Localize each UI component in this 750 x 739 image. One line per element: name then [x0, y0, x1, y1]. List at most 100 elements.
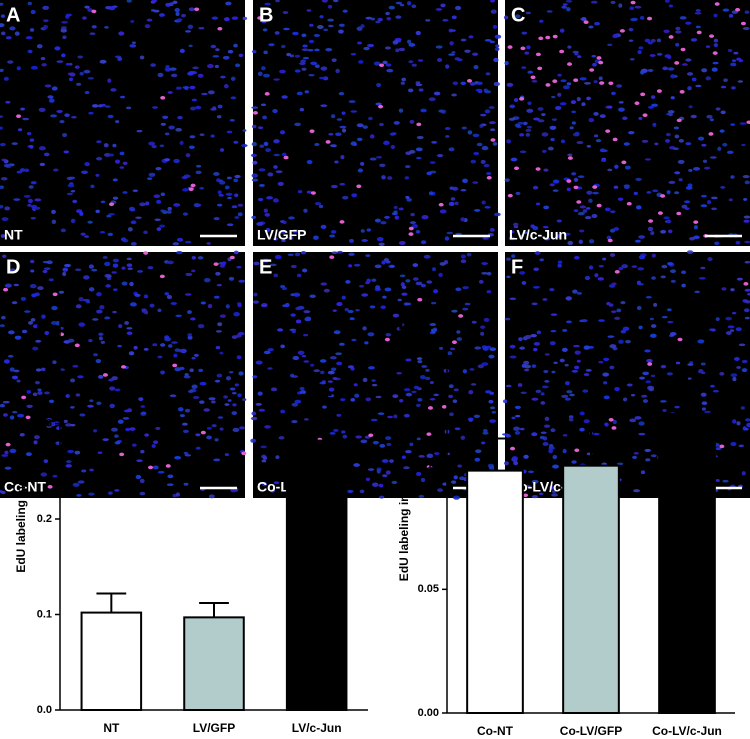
- nucleus: [188, 145, 195, 149]
- nucleus: [539, 258, 544, 262]
- nucleus: [557, 92, 562, 97]
- nucleus: [27, 203, 32, 207]
- edu-nucleus: [607, 238, 613, 243]
- nucleus: [550, 137, 555, 142]
- nucleus: [409, 442, 414, 447]
- nucleus: [725, 316, 732, 321]
- nucleus: [43, 267, 51, 271]
- nucleus: [207, 63, 214, 69]
- edu-nucleus: [567, 62, 573, 66]
- panel-label: NT: [4, 227, 23, 243]
- edu-nucleus: [676, 211, 682, 216]
- nucleus: [184, 408, 191, 413]
- nucleus: [411, 390, 417, 394]
- edu-nucleus: [589, 68, 595, 72]
- nucleus: [273, 153, 280, 157]
- nucleus: [429, 397, 436, 401]
- nucleus: [736, 366, 741, 369]
- nucleus: [349, 317, 355, 321]
- edu-nucleus: [490, 138, 496, 142]
- nucleus: [586, 190, 593, 195]
- edu-nucleus: [630, 0, 636, 5]
- nucleus: [175, 86, 182, 90]
- x-tick-label: Co-LV/c-Jun: [652, 724, 722, 738]
- nucleus: [29, 145, 34, 149]
- edu-nucleus: [696, 30, 702, 35]
- nucleus: [238, 371, 244, 376]
- nucleus: [102, 438, 109, 442]
- nucleus: [352, 142, 357, 147]
- nucleus: [416, 437, 421, 441]
- nucleus: [531, 397, 539, 401]
- nucleus: [170, 302, 178, 305]
- nucleus: [490, 406, 496, 410]
- nucleus: [376, 156, 382, 159]
- nucleus: [60, 28, 67, 33]
- nucleus: [705, 76, 711, 81]
- nucleus: [95, 209, 100, 214]
- nucleus: [30, 181, 37, 185]
- nucleus: [670, 279, 676, 283]
- nucleus: [97, 451, 103, 454]
- nucleus: [651, 103, 659, 107]
- nucleus: [269, 263, 277, 267]
- nucleus: [405, 358, 412, 362]
- nucleus: [251, 178, 259, 182]
- nucleus: [614, 316, 621, 320]
- nucleus: [182, 188, 189, 192]
- nucleus: [530, 333, 537, 338]
- nucleus: [160, 122, 167, 126]
- micrograph: BLV/GFP: [250, 0, 502, 247]
- nucleus: [450, 29, 456, 32]
- nucleus: [72, 482, 80, 487]
- nucleus: [531, 364, 537, 368]
- nucleus: [409, 221, 417, 225]
- nucleus: [540, 431, 547, 435]
- nucleus: [506, 82, 514, 87]
- nucleus: [598, 360, 604, 364]
- nucleus: [264, 425, 271, 429]
- nucleus: [660, 275, 667, 279]
- panel-letter: F: [511, 256, 523, 278]
- nucleus: [140, 449, 145, 454]
- nucleus: [544, 379, 550, 383]
- nucleus: [625, 339, 631, 344]
- nucleus: [390, 144, 396, 150]
- nucleus: [212, 55, 220, 58]
- nucleus: [48, 98, 55, 103]
- nucleus: [378, 242, 385, 247]
- nucleus: [76, 82, 82, 86]
- nucleus: [438, 109, 444, 113]
- nucleus: [182, 429, 189, 433]
- nucleus: [660, 229, 667, 234]
- nucleus: [651, 276, 656, 280]
- nucleus: [236, 334, 242, 338]
- nucleus: [583, 81, 591, 85]
- nucleus: [583, 345, 590, 350]
- nucleus: [593, 80, 598, 84]
- nucleus: [452, 186, 459, 191]
- nucleus: [392, 394, 399, 399]
- nucleus: [539, 492, 544, 496]
- nucleus: [720, 110, 726, 115]
- nucleus: [130, 302, 137, 307]
- nucleus: [151, 144, 157, 149]
- nucleus: [169, 394, 177, 398]
- edu-nucleus: [559, 49, 565, 54]
- nucleus: [217, 190, 222, 195]
- nucleus: [289, 54, 295, 58]
- nucleus: [528, 470, 534, 474]
- nucleus: [681, 283, 686, 288]
- nucleus: [400, 81, 405, 85]
- nucleus: [44, 84, 52, 88]
- nucleus: [628, 39, 634, 42]
- nucleus: [612, 419, 617, 425]
- nucleus: [566, 7, 571, 12]
- nucleus: [651, 253, 656, 258]
- nucleus: [127, 408, 133, 413]
- nucleus: [431, 301, 437, 305]
- nucleus: [652, 189, 659, 193]
- nucleus: [711, 67, 718, 72]
- nucleus: [369, 157, 377, 161]
- nucleus: [641, 139, 649, 143]
